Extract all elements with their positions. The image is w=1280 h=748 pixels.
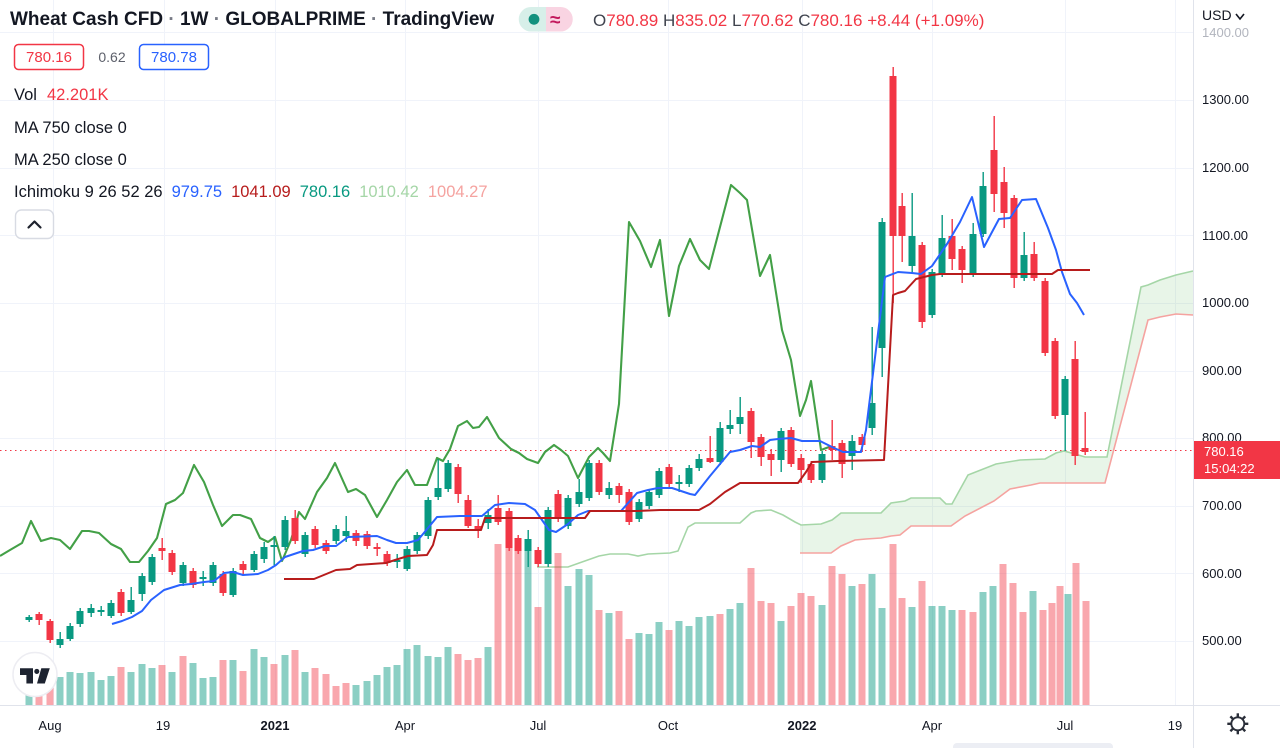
- svg-text:USD: USD: [1202, 7, 1232, 23]
- svg-text:2021: 2021: [261, 718, 290, 733]
- svg-text:600.00: 600.00: [1202, 566, 1242, 581]
- svg-text:Apr: Apr: [395, 718, 416, 733]
- svg-text:15:04:22: 15:04:22: [1204, 461, 1255, 476]
- svg-text:O780.89 H835.02 L770.62 C780.1: O780.89 H835.02 L770.62 C780.16 +8.44 (+…: [593, 11, 984, 30]
- svg-text:19: 19: [1168, 718, 1182, 733]
- svg-text:700.00: 700.00: [1202, 498, 1242, 513]
- svg-text:500.00: 500.00: [1202, 633, 1242, 648]
- svg-text:780.78: 780.78: [151, 49, 197, 66]
- svg-text:Vol: Vol: [14, 86, 37, 104]
- svg-text:1300.00: 1300.00: [1202, 92, 1249, 107]
- svg-text:900.00: 900.00: [1202, 363, 1242, 378]
- svg-text:2022: 2022: [788, 718, 817, 733]
- svg-text:Jul: Jul: [1057, 718, 1074, 733]
- svg-text:1400.00: 1400.00: [1202, 25, 1249, 40]
- svg-text:Aug: Aug: [38, 718, 61, 733]
- svg-text:42.201K: 42.201K: [47, 86, 108, 104]
- svg-text:1100.00: 1100.00: [1202, 228, 1248, 243]
- svg-text:Wheat Cash CFD · 1W · GLOBALPR: Wheat Cash CFD · 1W · GLOBALPRIME · Trad…: [10, 9, 494, 30]
- svg-text:≈: ≈: [550, 10, 561, 31]
- svg-text:Apr: Apr: [922, 718, 943, 733]
- svg-text:780.16: 780.16: [26, 49, 72, 66]
- svg-text:1000.00: 1000.00: [1202, 295, 1249, 310]
- svg-text:780.16: 780.16: [1204, 444, 1244, 459]
- svg-text:Jul: Jul: [530, 718, 547, 733]
- svg-text:Oct: Oct: [658, 718, 679, 733]
- svg-text:MA 250 close 0: MA 250 close 0: [14, 151, 127, 169]
- svg-text:19: 19: [156, 718, 170, 733]
- svg-text:MA 750 close 0: MA 750 close 0: [14, 119, 127, 137]
- svg-text:1200.00: 1200.00: [1202, 160, 1249, 175]
- svg-text:0.62: 0.62: [98, 49, 125, 65]
